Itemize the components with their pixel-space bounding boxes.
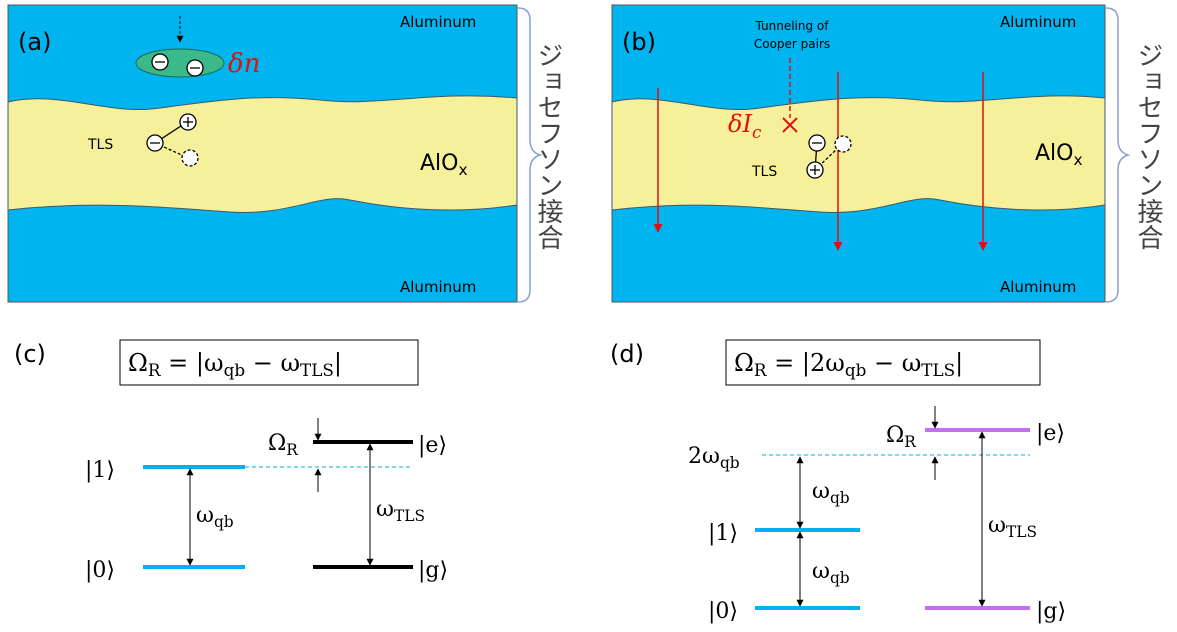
panel-d: (d) ΩR = |2ωqb − ωTLS| 2ωqb |1⟩ |0⟩ |e⟩ … [610,340,1066,624]
metal-label: Aluminum [1000,278,1076,296]
text-part: − ω [866,349,921,377]
state-label: |g⟩ [418,558,448,583]
text-part: TLS [1006,523,1037,541]
junction-label: ジョセフソン接合 [1133,42,1163,250]
state-label: |g⟩ [1036,599,1066,624]
state-label: |e⟩ [1036,421,1065,446]
fluctuation-label: δn [228,49,260,79]
text-part: TLS [394,507,425,525]
text-part: TLS [921,360,955,380]
junction-label: ジョセフソン接合 [533,42,563,250]
text-part: qb [224,360,246,380]
state-label: |e⟩ [418,433,447,458]
text-part: AlO [1035,141,1073,166]
tls-label: TLS [87,137,113,153]
text-part: Ω [128,349,148,377]
text-part: Ω [734,349,754,377]
text-part: R [286,441,298,459]
text-part: ω [196,503,214,528]
text-part: | [334,349,342,378]
equation: ΩR = |2ωqb − ωTLS| [734,349,963,380]
bracket [1106,8,1128,302]
tunneling-label: Cooper pairs [754,37,830,51]
text-part: − ω [245,349,300,377]
text-part: = |2ω [767,349,845,378]
text-part: R [904,433,916,451]
state-label: |1⟩ [708,521,738,546]
text-part: TLS [300,360,334,380]
shape [182,150,198,166]
metal-label: Aluminum [400,13,476,31]
panel-label: (a) [18,28,51,56]
text-part: x [1073,151,1082,169]
figure: (a) Aluminum Aluminum δn TLS AlOx ジョセフソン… [0,0,1177,632]
charge-cloud [136,49,224,77]
tls-label: TLS [751,164,777,180]
detuning-label: ΩR [886,423,916,451]
panel-c: (c) ΩR = |ωqb − ωTLS| |1⟩ |0⟩ |e⟩ |g⟩ ωq… [14,340,448,583]
panel-label: (b) [622,28,656,56]
metal-label: Aluminum [1000,13,1076,31]
state-label: |0⟩ [85,558,115,583]
text-part: 2ω [688,444,720,469]
text-part: Ω [268,431,286,456]
text-part: qb [830,489,850,507]
freq-label: ωTLS [376,497,425,525]
text-part: qb [830,569,850,587]
state-label: |1⟩ [85,458,115,483]
text-part: x [458,161,467,179]
text-part: = |ω [161,349,224,378]
panel-b: (b) Aluminum Aluminum Tunneling of Coope… [612,5,1163,302]
freq-label: ωqb [812,479,850,507]
text-part: qb [720,454,740,472]
state-label: |0⟩ [708,599,738,624]
tunneling-label: Tunneling of [755,19,830,33]
text-part: δI [728,110,752,138]
equation: ΩR = |ωqb − ωTLS| [128,349,342,380]
text-part: c [752,122,762,142]
detuning-label: ΩR [268,431,298,459]
text-part: ω [812,479,830,504]
freq-label: ωqb [812,559,850,587]
text-part: ω [812,559,830,584]
text-part: ω [376,497,394,522]
freq-label: ωTLS [988,513,1037,541]
text-part: qb [845,360,867,380]
text-part: ω [988,513,1006,538]
text-part: Ω [886,423,904,448]
level-label: 2ωqb [688,444,740,472]
oxide-layer [612,96,1105,213]
panel-label: (d) [610,340,644,368]
text-part: | [955,349,963,378]
freq-label: ωqb [196,503,234,531]
text-part: qb [214,513,234,531]
shape [835,136,851,152]
panel-label: (c) [14,340,46,368]
text-part: AlO [420,151,458,176]
metal-label: Aluminum [400,278,476,296]
panel-a: (a) Aluminum Aluminum δn TLS AlOx ジョセフソン… [8,5,563,302]
